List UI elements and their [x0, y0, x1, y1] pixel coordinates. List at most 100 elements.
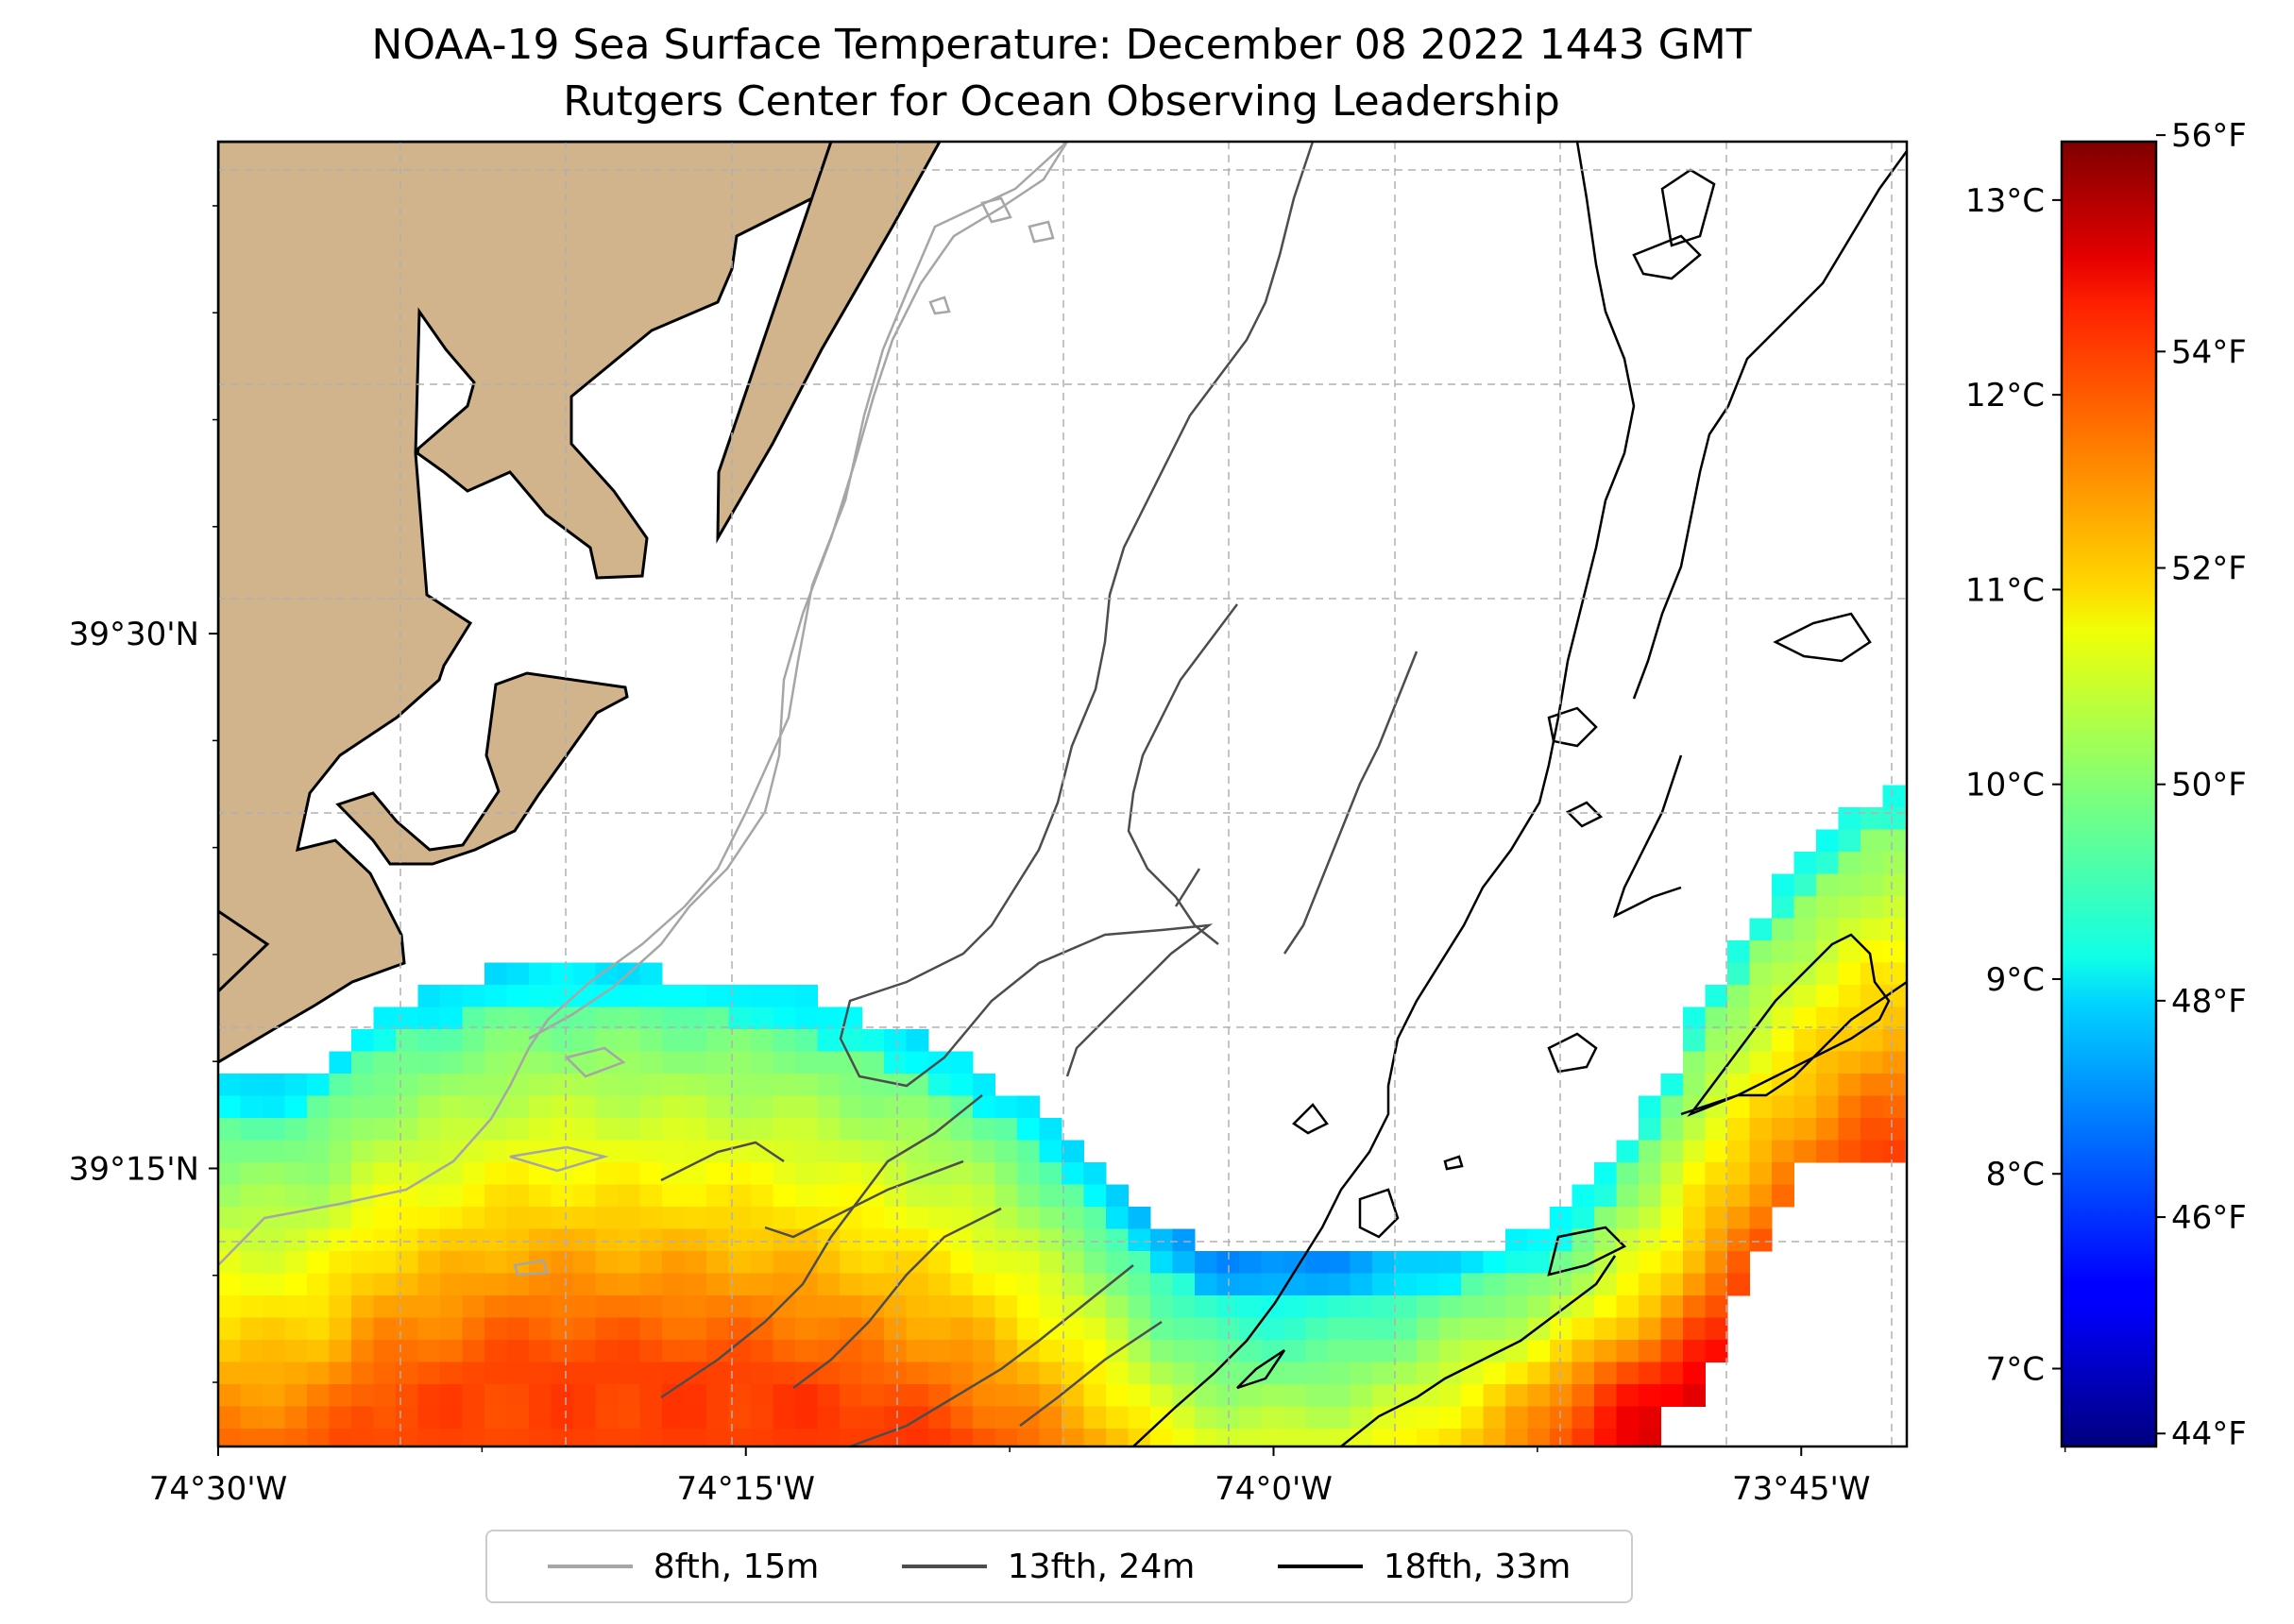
sst-cell	[1128, 1273, 1151, 1296]
sst-cell	[1128, 1228, 1151, 1252]
sst-cell	[396, 1007, 418, 1030]
sst-cell	[751, 1251, 773, 1274]
y-tick-label: 39°30'N	[69, 616, 199, 653]
sst-cell	[662, 1051, 685, 1074]
sst-cell	[263, 1118, 285, 1141]
sst-cell	[1527, 1429, 1551, 1446]
sst-cell	[773, 1184, 796, 1208]
sst-cell	[484, 1429, 507, 1446]
sst-cell	[840, 1095, 862, 1119]
sst-cell	[1683, 1207, 1706, 1229]
land-mass-barrier-island	[716, 142, 942, 544]
sst-cell	[795, 1118, 818, 1141]
sst-cell	[684, 1095, 707, 1119]
sst-cell	[373, 1228, 397, 1252]
sst-cell	[906, 1095, 929, 1119]
sst-cell	[506, 1228, 530, 1252]
sst-cell	[595, 1340, 619, 1362]
sst-cell	[1261, 1384, 1284, 1407]
sst-cell	[1039, 1184, 1062, 1208]
sst-cell	[817, 1051, 841, 1074]
sst-cell	[950, 1140, 974, 1163]
sst-cell	[1838, 829, 1861, 853]
sst-cell	[840, 1362, 862, 1385]
sst-cell	[817, 1118, 841, 1141]
sst-cell	[462, 1051, 485, 1074]
sst-cell	[1438, 1317, 1462, 1341]
sst-cell	[1128, 1406, 1151, 1429]
sst-cell	[1882, 873, 1906, 897]
fahrenheit-tick-label: 48°F	[2171, 983, 2247, 1021]
sst-cell	[817, 1162, 841, 1185]
celsius-tick-label: 7°C	[1986, 1350, 2045, 1388]
sst-cell	[1505, 1295, 1528, 1318]
sst-cell	[284, 1162, 308, 1185]
sst-cell	[1483, 1317, 1506, 1341]
sst-cell	[1594, 1384, 1617, 1407]
sst-cell	[1861, 1051, 1883, 1074]
sst-cell	[618, 1295, 640, 1318]
sst-cell	[1861, 873, 1883, 897]
sst-cell	[950, 1362, 974, 1385]
sst-cell	[1083, 1207, 1107, 1229]
sst-cell	[1239, 1429, 1262, 1446]
sst-cell	[639, 1007, 663, 1030]
sst-cell	[861, 1273, 885, 1296]
sst-cell	[1639, 1340, 1661, 1362]
sst-cell	[329, 1429, 352, 1446]
sst-cell	[1793, 918, 1817, 941]
sst-cell	[551, 1317, 574, 1341]
sst-cell	[1594, 1317, 1617, 1341]
sst-cell	[1727, 962, 1750, 986]
sst-cell	[1838, 1074, 1861, 1096]
sst-cell	[618, 1029, 640, 1052]
sst-cell	[551, 1051, 574, 1074]
sst-cell	[1816, 1140, 1839, 1163]
sst-cell	[351, 1273, 374, 1296]
sst-cell	[551, 1384, 574, 1407]
sst-cell	[1062, 1251, 1084, 1274]
celsius-tick-label: 12°C	[1965, 377, 2045, 414]
sst-cell	[1017, 1317, 1040, 1341]
sst-cell	[1838, 985, 1861, 1007]
sst-cell	[551, 1007, 574, 1030]
sst-cell	[440, 1273, 463, 1296]
sst-cell	[1062, 1406, 1084, 1429]
sst-cell	[1772, 1029, 1794, 1052]
sst-cell	[706, 1007, 729, 1030]
sst-cell	[1461, 1273, 1484, 1296]
sst-cell	[218, 1384, 241, 1407]
sst-cell	[928, 1074, 951, 1096]
sst-cell	[373, 1317, 397, 1341]
sst-cell	[1372, 1384, 1395, 1407]
sst-cell	[1083, 1295, 1107, 1318]
sst-cell	[994, 1228, 1018, 1252]
sst-cell	[484, 1273, 507, 1296]
sst-cell	[396, 1228, 418, 1252]
sst-cell	[218, 1317, 241, 1341]
sst-cell	[573, 1228, 596, 1252]
sst-cell	[928, 1251, 951, 1274]
sst-cell	[462, 1384, 485, 1407]
sst-cell	[906, 1295, 929, 1318]
sst-cell	[240, 1140, 263, 1163]
sst-cell	[684, 1273, 707, 1296]
sst-cell	[1639, 1362, 1661, 1385]
sst-cell	[573, 1273, 596, 1296]
sst-cell	[1394, 1429, 1418, 1446]
y-tick-label: 39°15'N	[69, 1150, 199, 1188]
sst-cell	[506, 1273, 530, 1296]
sst-cell	[1505, 1251, 1528, 1274]
sst-cell	[506, 1184, 530, 1208]
sst-cell	[1128, 1207, 1151, 1229]
sst-cell	[706, 1317, 729, 1341]
sst-cell	[263, 1406, 285, 1429]
sst-cell	[1705, 1140, 1728, 1163]
sst-cell	[684, 1295, 707, 1318]
sst-cell	[684, 1207, 707, 1229]
sst-cell	[506, 1118, 530, 1141]
sst-cell	[1660, 1228, 1684, 1252]
sst-cell	[1660, 1362, 1684, 1385]
sst-cell	[1816, 1095, 1839, 1119]
sst-cell	[506, 1207, 530, 1229]
